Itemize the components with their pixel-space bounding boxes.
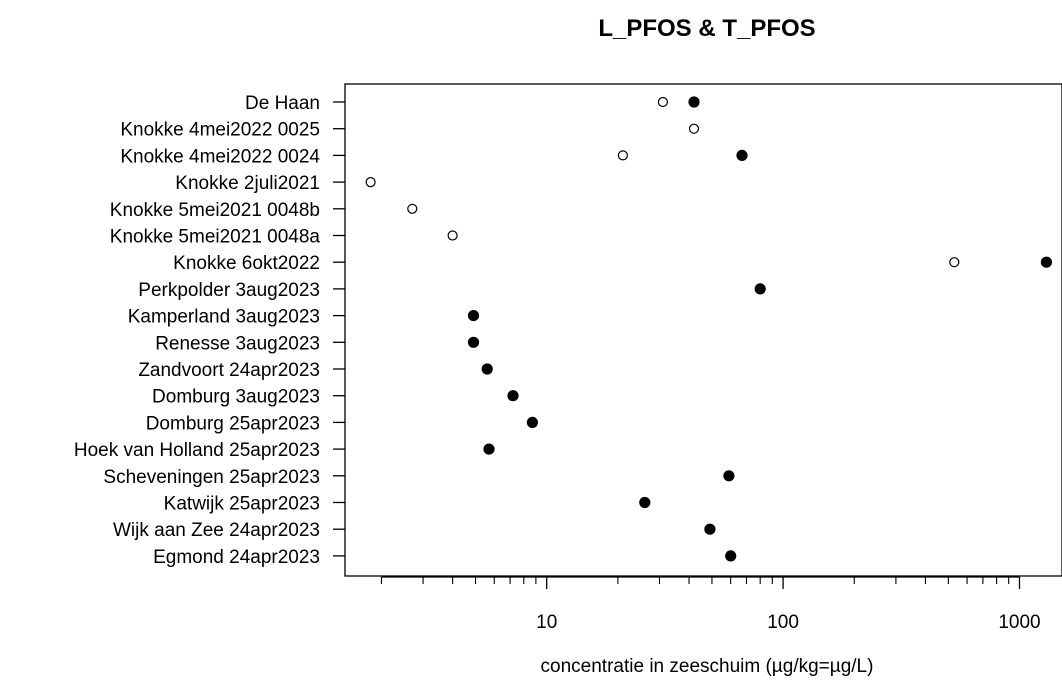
chart-title: L_PFOS & T_PFOS bbox=[598, 15, 815, 42]
category-label: Wijk aan Zee 24apr2023 bbox=[113, 520, 320, 541]
category-label: Kamperland 3aug2023 bbox=[128, 307, 320, 328]
category-label: Knokke 2juli2021 bbox=[175, 173, 320, 194]
filled-data-point bbox=[1040, 256, 1053, 268]
category-label: Domburg 3aug2023 bbox=[152, 387, 320, 408]
x-axis-label: concentratie in zeeschuim (µg/kg=µg/L) bbox=[541, 656, 874, 677]
category-label: Knokke 4mei2022 0024 bbox=[120, 146, 320, 167]
category-label: Perkpolder 3aug2023 bbox=[138, 280, 320, 301]
x-tick-label: 100 bbox=[767, 612, 799, 633]
x-tick-label: 1000 bbox=[998, 612, 1040, 633]
category-label: Knokke 5mei2021 0048b bbox=[110, 200, 320, 221]
category-label: Knokke 5mei2021 0048a bbox=[110, 227, 321, 248]
open-data-point bbox=[447, 230, 458, 241]
open-data-point bbox=[688, 123, 700, 134]
open-data-point bbox=[365, 177, 376, 188]
category-label: Hoek van Holland 25apr2023 bbox=[74, 440, 320, 461]
filled-data-point bbox=[507, 390, 519, 402]
x-tick-label: 10 bbox=[536, 612, 557, 633]
open-data-point bbox=[617, 150, 629, 161]
category-label: Domburg 25apr2023 bbox=[146, 413, 320, 434]
category-label: Egmond 24apr2023 bbox=[153, 547, 320, 568]
plot-frame bbox=[344, 83, 1062, 577]
filled-data-point bbox=[467, 310, 480, 322]
category-label: Zandvoort 24apr2023 bbox=[138, 360, 320, 381]
open-data-point bbox=[657, 96, 669, 108]
filled-data-point bbox=[725, 550, 737, 562]
filled-data-point bbox=[467, 336, 480, 348]
filled-data-point bbox=[704, 523, 716, 535]
category-label: Knokke 6okt2022 bbox=[173, 253, 320, 274]
filled-data-point bbox=[526, 416, 539, 428]
filled-data-point bbox=[688, 96, 700, 108]
category-label: Renesse 3aug2023 bbox=[155, 333, 320, 354]
filled-data-point bbox=[723, 470, 735, 482]
filled-data-point bbox=[483, 443, 495, 455]
open-data-point bbox=[407, 203, 418, 214]
category-label: Scheveningen 25apr2023 bbox=[103, 467, 320, 488]
filled-data-point bbox=[736, 149, 748, 161]
open-data-point bbox=[949, 257, 960, 268]
category-label: De Haan bbox=[245, 93, 320, 114]
filled-data-point bbox=[481, 363, 493, 375]
filled-data-point bbox=[754, 283, 766, 295]
filled-data-point bbox=[639, 496, 651, 509]
category-label: Katwijk 25apr2023 bbox=[164, 494, 320, 515]
category-label: Knokke 4mei2022 0025 bbox=[120, 120, 320, 141]
